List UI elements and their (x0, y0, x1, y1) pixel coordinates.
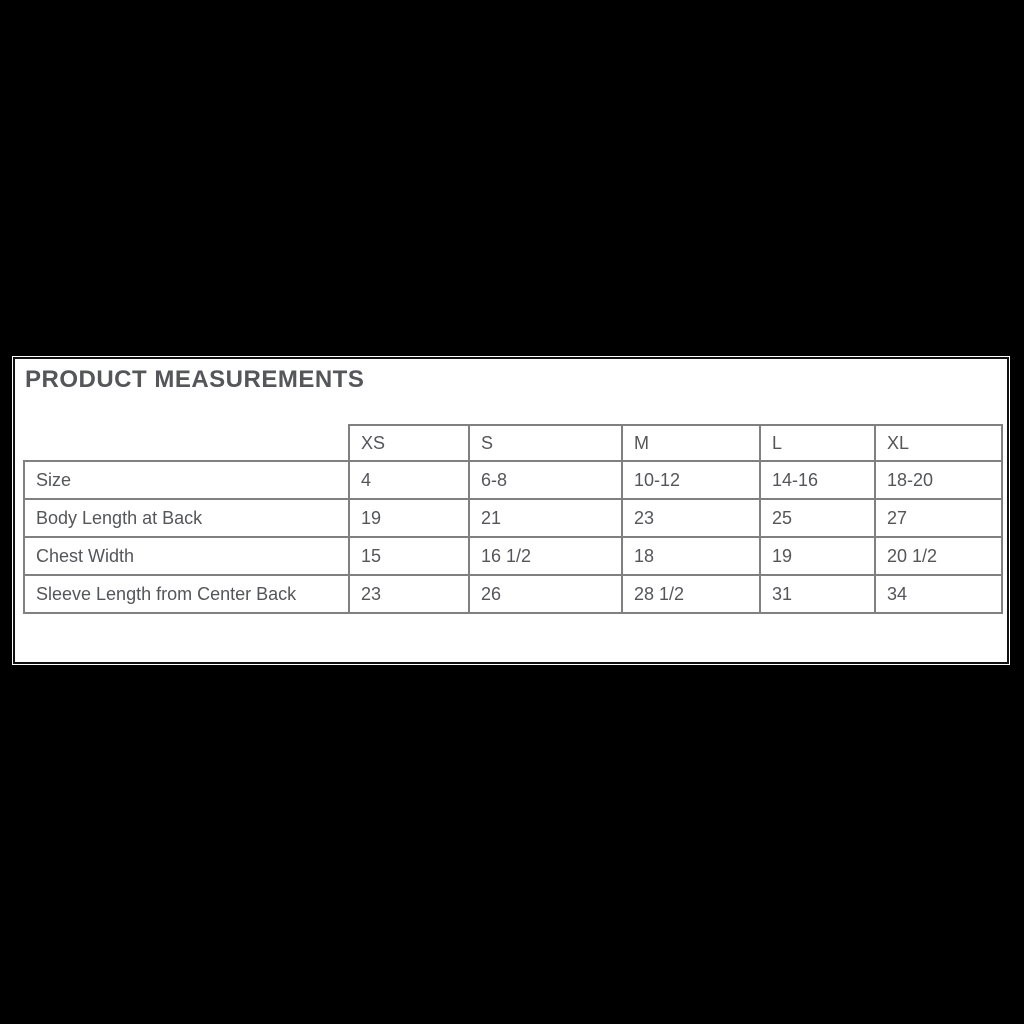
row-label: Size (23, 460, 350, 500)
table-row-chest-width: Chest Width 15 16 1/2 18 19 20 1/2 (23, 536, 1003, 576)
cell-value: 18-20 (874, 460, 1003, 500)
size-header-s: S (468, 424, 623, 462)
size-header-m: M (621, 424, 761, 462)
cell-value: 4 (348, 460, 470, 500)
row-label: Sleeve Length from Center Back (23, 574, 350, 614)
panel-title: PRODUCT MEASUREMENTS (25, 366, 365, 393)
size-header-l: L (759, 424, 876, 462)
cell-value: 10-12 (621, 460, 761, 500)
blank-header-cell (24, 425, 349, 461)
table-row-body-length: Body Length at Back 19 21 23 25 27 (23, 498, 1003, 538)
cell-value: 23 (621, 498, 761, 538)
cell-value: 25 (759, 498, 876, 538)
cell-value: 6-8 (468, 460, 623, 500)
table-header-row: XS S M L XL (24, 424, 1003, 462)
cell-value: 28 1/2 (621, 574, 761, 614)
cell-value: 18 (621, 536, 761, 576)
cell-value: 23 (348, 574, 470, 614)
size-header-xl: XL (874, 424, 1003, 462)
table-row-sleeve-length: Sleeve Length from Center Back 23 26 28 … (23, 574, 1003, 614)
table-row-size: Size 4 6-8 10-12 14-16 18-20 (23, 460, 1003, 500)
row-label: Body Length at Back (23, 498, 350, 538)
size-header-xs: XS (348, 424, 470, 462)
product-measurements-panel: PRODUCT MEASUREMENTS XS S M L XL (13, 357, 1009, 664)
cell-value: 14-16 (759, 460, 876, 500)
cell-value: 16 1/2 (468, 536, 623, 576)
cell-value: 19 (759, 536, 876, 576)
cell-value: 31 (759, 574, 876, 614)
cell-value: 26 (468, 574, 623, 614)
cell-value: 34 (874, 574, 1003, 614)
cell-value: 21 (468, 498, 623, 538)
row-label: Chest Width (23, 536, 350, 576)
cell-value: 20 1/2 (874, 536, 1003, 576)
cell-value: 27 (874, 498, 1003, 538)
cell-value: 15 (348, 536, 470, 576)
cell-value: 19 (348, 498, 470, 538)
size-chart-table: XS S M L XL Size 4 6-8 10-12 14-16 18-20 (23, 424, 1003, 614)
